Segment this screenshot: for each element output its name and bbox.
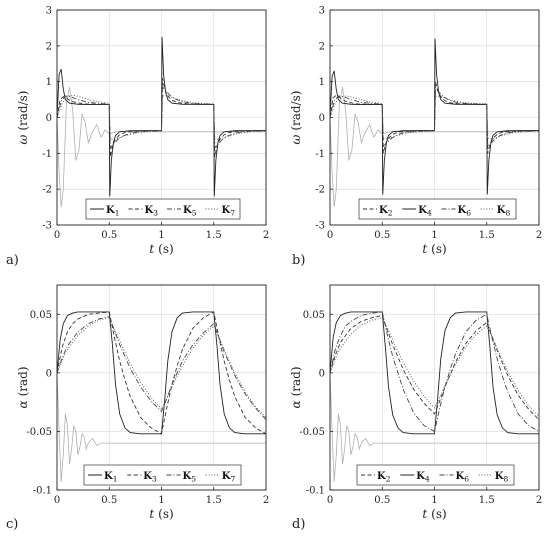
series-line-k3 (57, 311, 266, 435)
x-axis-label: t (s) (149, 242, 173, 256)
y-tick-label: 0 (46, 368, 52, 379)
x-tick-label: 0 (327, 230, 333, 241)
series-line-k2 (330, 314, 539, 421)
legend-entry-k3: K3 (145, 205, 159, 218)
x-tick-label: 2 (263, 230, 269, 241)
y-tick-label: 0.05 (30, 310, 52, 321)
series-line-k8 (330, 95, 539, 140)
series-line-k7 (57, 317, 266, 418)
legend: K1 K3 K5 K7 (85, 198, 241, 220)
x-tick-label: 1 (431, 230, 437, 241)
legend-entry-k4: K4 (416, 471, 430, 484)
legend-box (356, 464, 515, 486)
legend-entry-k2: K2 (379, 205, 393, 218)
y-tick-label: 2 (46, 41, 52, 52)
series-line-k8 (330, 317, 539, 417)
legend-entry-k8: K8 (497, 205, 511, 218)
y-axis-label: α(rad) (289, 366, 303, 408)
y-tick-label: -0.1 (33, 486, 52, 497)
y-tick-label: -3 (315, 221, 325, 232)
y-tick-label: -0.05 (299, 427, 325, 438)
legend-entry-k1: K1 (106, 205, 119, 218)
panel-label: d) (292, 517, 305, 532)
x-tick-label: 2 (536, 495, 542, 506)
y-tick-label: 0 (319, 113, 325, 124)
legend: K2 K4 K6 K8 (358, 198, 517, 220)
y-tick-label: 0.05 (303, 310, 325, 321)
series-line-k7 (57, 94, 266, 141)
x-tick-label: 0.5 (374, 230, 390, 241)
series-line-k1 (57, 36, 266, 197)
legend-box (358, 198, 517, 220)
legend-entry-k3: K3 (143, 471, 157, 484)
x-tick-label: 0.5 (101, 495, 117, 506)
legend-entry-k4: K4 (418, 205, 432, 218)
y-tick-label: -1 (42, 149, 52, 160)
legend-entry-k7: K7 (222, 471, 236, 484)
y-axis-label: ω(rad/s) (16, 91, 30, 145)
x-tick-label: 0 (54, 230, 60, 241)
legend-entry-k6: K6 (456, 471, 470, 484)
y-axis-label: α(rad) (16, 366, 30, 408)
legend-entry-k5: K5 (183, 471, 197, 484)
x-tick-label: 1 (158, 495, 164, 506)
x-tick-label: 2 (263, 495, 269, 506)
series-line-k4 (330, 38, 539, 195)
legend: K2 K4 K6 K8 (356, 464, 515, 486)
series-line-k6 (330, 311, 539, 433)
x-axis-label: t (s) (422, 507, 446, 521)
x-tick-label: 0.5 (374, 495, 390, 506)
x-tick-label: 0 (54, 495, 60, 506)
legend-entry-k6: K6 (458, 205, 472, 218)
legend: K1 K3 K5 K7 (83, 464, 242, 486)
y-tick-label: 3 (319, 6, 325, 17)
x-tick-label: 1.5 (206, 230, 222, 241)
panel-label: a) (6, 253, 19, 268)
legend-box (83, 464, 242, 486)
y-tick-label: -0.05 (26, 427, 52, 438)
y-tick-label: 0 (46, 113, 52, 124)
legend-entry-k5: K5 (183, 205, 197, 218)
y-tick-label: 3 (46, 6, 52, 17)
panel-label: c) (6, 517, 18, 532)
series-line-reference (57, 372, 266, 482)
y-tick-label: 1 (319, 77, 325, 88)
x-axis-label: t (s) (422, 242, 446, 256)
y-tick-label: 2 (319, 41, 325, 52)
series-line-k5 (57, 316, 266, 421)
panel-label: b) (292, 253, 305, 268)
series-line-k4 (330, 311, 539, 435)
y-tick-label: -1 (315, 149, 325, 160)
series-line-k6 (330, 87, 539, 148)
series-line-k3 (57, 77, 266, 158)
x-axis-label: t (s) (149, 507, 173, 521)
x-tick-label: 1 (158, 230, 164, 241)
x-tick-label: 0.5 (101, 230, 117, 241)
legend-entry-k1: K1 (104, 471, 117, 484)
y-tick-label: -3 (42, 221, 52, 232)
legend-entry-k2: K2 (377, 471, 391, 484)
y-axis-label: ω(rad/s) (289, 91, 303, 145)
legend-entry-k8: K8 (495, 471, 509, 484)
y-tick-label: 0 (319, 368, 325, 379)
y-tick-label: -2 (42, 185, 52, 196)
legend-entry-k7: K7 (222, 205, 236, 218)
x-tick-label: 1.5 (479, 230, 495, 241)
x-tick-label: 1.5 (206, 495, 222, 506)
x-tick-label: 1.5 (479, 495, 495, 506)
y-tick-label: -0.1 (306, 486, 325, 497)
legend-box (85, 198, 241, 220)
y-tick-label: 1 (46, 77, 52, 88)
x-tick-label: 0 (327, 495, 333, 506)
x-tick-label: 2 (536, 230, 542, 241)
x-tick-label: 1 (431, 495, 437, 506)
y-tick-label: -2 (315, 185, 325, 196)
series-line-reference (330, 372, 539, 482)
